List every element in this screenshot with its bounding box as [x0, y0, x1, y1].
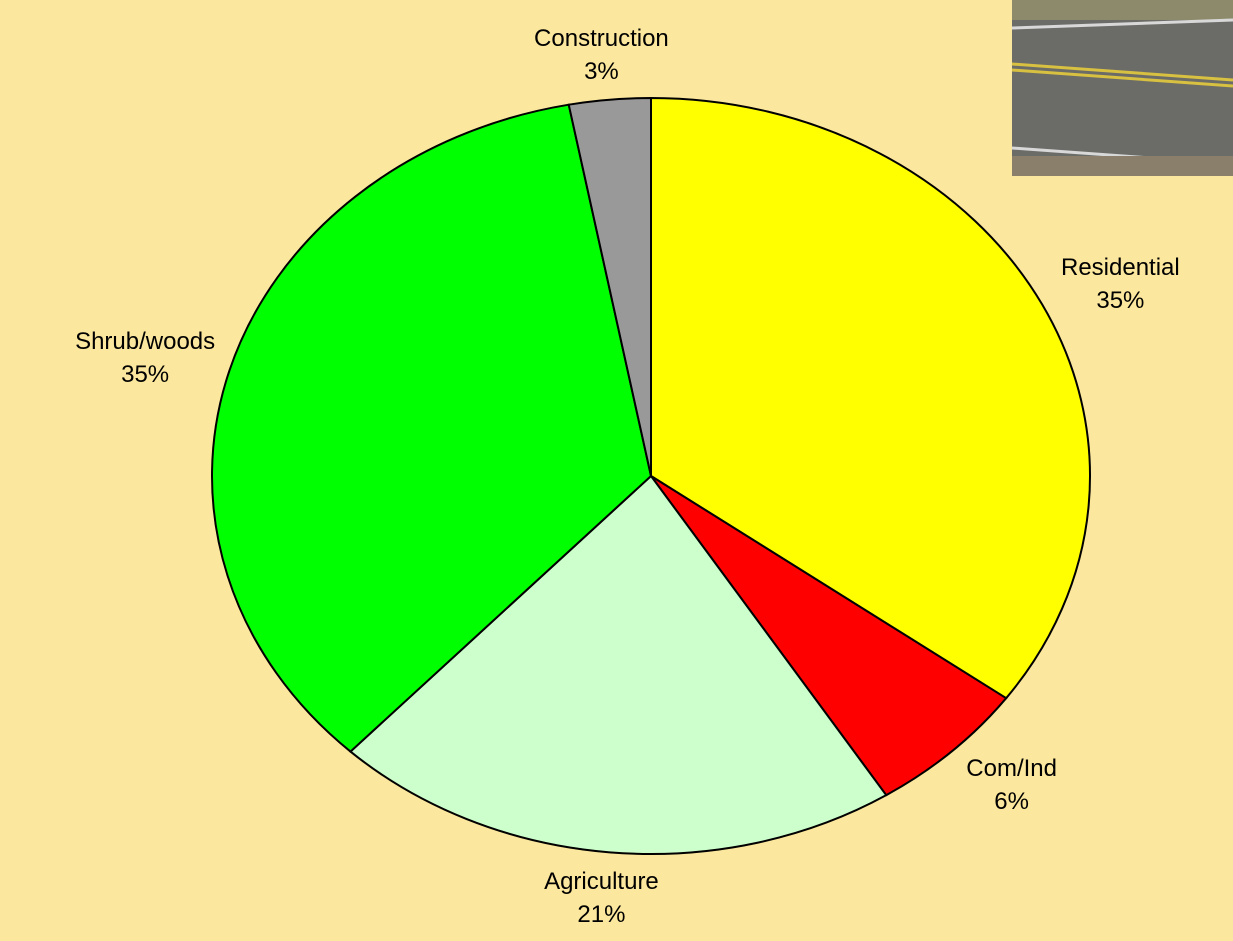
- slice-value-label: 21%: [577, 901, 625, 928]
- slice-value-label: 3%: [584, 58, 619, 85]
- slice-label: Com/Ind: [966, 755, 1057, 782]
- slice-label: Shrub/woods: [75, 328, 215, 355]
- slice-value-label: 35%: [1096, 287, 1144, 314]
- chart: Residential 35% Com/Ind 6% Agriculture 21% Shr…: [0, 0, 1233, 941]
- slice-label: Residential: [1061, 254, 1180, 281]
- slice-label: Construction: [534, 25, 669, 52]
- slice-value-label: 6%: [994, 788, 1029, 815]
- road-photo: [1012, 0, 1233, 176]
- slice-value-label: 35%: [121, 361, 169, 388]
- slice-label: Agriculture: [544, 868, 659, 895]
